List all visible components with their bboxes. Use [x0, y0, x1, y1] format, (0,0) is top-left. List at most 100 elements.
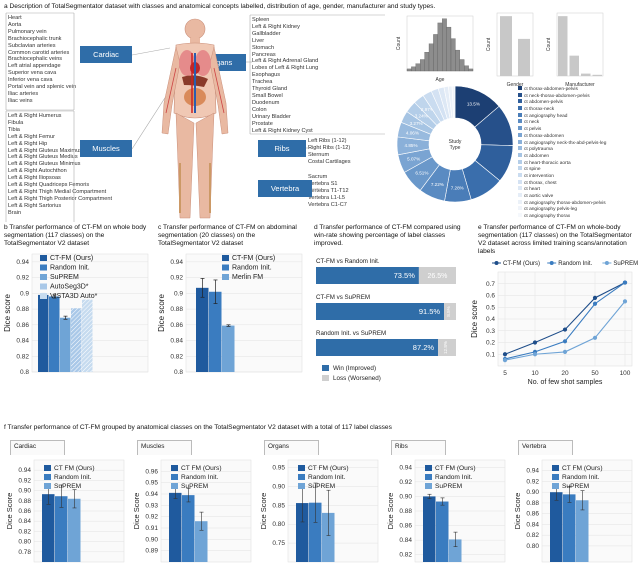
legend-label: ct heart-thoracic aorta — [524, 160, 571, 166]
legend-swatch — [322, 365, 329, 371]
y-tick-label: 0.84 — [526, 521, 539, 528]
y-tick-label: 0.95 — [272, 465, 285, 472]
panel-a-title: a Description of TotalSegmentator datase… — [4, 3, 436, 10]
legend-entry: ct neck-thorax-abdomen-pelvis — [518, 92, 640, 100]
panel-d-title: d Transfer performance of CT-FM compared… — [314, 224, 461, 247]
y-tick-label: 0.9 — [174, 290, 183, 297]
legend-label: CT-FM (Ours) — [232, 255, 275, 262]
y-tick-label: 0.88 — [526, 500, 539, 507]
legend-label: ct aortic valve — [524, 194, 554, 199]
legend-swatch — [222, 264, 229, 271]
y-tick-label: 0.86 — [18, 508, 31, 515]
y-axis-label: Dice Score — [259, 493, 268, 530]
legend-label: Loss (Worsened) — [333, 375, 381, 382]
loss-value-label: 8.5% — [446, 306, 451, 316]
donut-center-label: Study — [449, 139, 462, 145]
category-badge-cardiac: Cardiac — [80, 46, 132, 63]
study-type-legend: ct thorax-abdomen-pelvis ct neck-thorax-a… — [518, 86, 640, 220]
comparison-label: CT-FM vs Random Init. — [316, 258, 380, 265]
series-point — [622, 299, 628, 304]
bar — [209, 291, 222, 372]
category-list-cardiac: Heart Aorta Pulmonary vein Brachiocephal… — [8, 15, 77, 104]
hist-bar — [433, 34, 438, 72]
series-point — [592, 335, 598, 340]
y-tick-label: 0.82 — [399, 552, 412, 559]
y-tick-label: 0.82 — [16, 353, 29, 360]
loss-bar — [444, 303, 456, 320]
legend-label: CT FM (Ours) — [181, 465, 222, 472]
bar — [309, 502, 322, 562]
legend-label: ct angiography thorax — [524, 214, 571, 220]
legend-label: ct abdomen — [524, 153, 550, 159]
hist-bar — [428, 43, 434, 72]
y-tick-label: 0.88 — [399, 508, 412, 515]
y-tick-label: 0.93 — [145, 502, 158, 509]
y-tick-label: 0.95 — [145, 480, 158, 487]
y-tick-label: 0.75 — [272, 540, 285, 547]
y-tick-label: 0.94 — [145, 491, 158, 498]
y-axis-label: Dice score — [157, 294, 166, 332]
legend-entry: ct heart-thoracic aorta — [518, 159, 640, 167]
legend-swatch — [40, 283, 47, 290]
legend-marker — [494, 261, 499, 265]
legend-label: AutoSeg3D* — [50, 284, 89, 291]
legend-entry: ct thorax-abdomen — [518, 132, 640, 140]
legend-swatch — [44, 474, 51, 480]
legend-entry: ct aortic valve — [518, 193, 640, 200]
group-chart-muscles: 0.89 0.90 0.91 0.92 0.93 0.94 0.95 0.96 Dice Sco… — [132, 459, 252, 563]
x-tick-label: 5 — [503, 370, 507, 377]
legend-swatch — [552, 465, 559, 471]
legend-label: SuPREM — [308, 483, 335, 490]
legend-swatch — [425, 483, 432, 489]
win-value-label: 91.5% — [419, 307, 441, 316]
comparison-label: Random Init. vs SuPREM — [316, 330, 386, 337]
legend-entry: ct polytrauma — [518, 146, 640, 153]
y-axis-label: Dice Score — [132, 493, 141, 530]
y-tick-label: 0.89 — [145, 548, 158, 555]
legend-swatch — [518, 92, 522, 97]
donut-slice-label: 6.51% — [415, 170, 428, 175]
category-list-muscles: Left & Right Humerus Fibula Tibia Left &… — [8, 113, 113, 216]
legend-swatch — [298, 465, 305, 471]
y-tick-label: 0.92 — [526, 478, 539, 485]
legend-swatch — [298, 483, 305, 489]
donut-slice-label: 4.06% — [406, 130, 419, 135]
series-point — [532, 340, 538, 345]
y-tick-label: 0.80 — [526, 543, 539, 550]
legend-entry: ct intervention — [518, 172, 640, 180]
donut-slice — [451, 85, 456, 119]
y-tick-label: 0.78 — [18, 549, 31, 556]
legend-entry: ct angiography pelvis-leg — [518, 206, 640, 213]
legend-label: SuPREM — [54, 483, 81, 490]
legend-swatch — [44, 483, 51, 489]
y-tick-label: 0.90 — [145, 536, 158, 543]
y-tick-label: 0.86 — [526, 511, 539, 518]
bar — [196, 287, 209, 372]
hist-bar — [424, 52, 430, 72]
body-illustration — [161, 18, 229, 219]
hist-bar — [468, 68, 474, 72]
bar — [576, 500, 589, 562]
legend-swatch — [44, 465, 51, 471]
legend-swatch — [518, 166, 522, 171]
legend-swatch — [518, 132, 522, 137]
legend-swatch — [40, 293, 47, 299]
legend-swatch — [518, 112, 522, 117]
donut-slice-label: 2.97% — [421, 107, 434, 112]
y-tick-label: 0.6 — [486, 293, 495, 300]
legend-entry: ct neck — [518, 119, 640, 126]
legend-label: ct angiography head — [524, 113, 568, 119]
y-tick-label: 0.80 — [18, 539, 31, 546]
y-tick-label: 0.94 — [526, 468, 539, 475]
y-tick-label: 0.2 — [486, 340, 495, 347]
group-tab-ribs: Ribs — [391, 440, 446, 455]
legend-entry: ct heart — [518, 186, 640, 193]
hist-xlabel: Age — [436, 77, 445, 83]
legend-swatch — [518, 139, 522, 144]
legend-swatch — [171, 474, 178, 480]
panel-b-title: b Transfer performance of CT-FM on whole… — [4, 224, 147, 247]
legend-swatch — [518, 193, 522, 197]
y-tick-label: 0.4 — [486, 316, 495, 323]
legend-entry: ct abdomen — [518, 152, 640, 160]
x-tick-label: 20 — [561, 370, 569, 377]
